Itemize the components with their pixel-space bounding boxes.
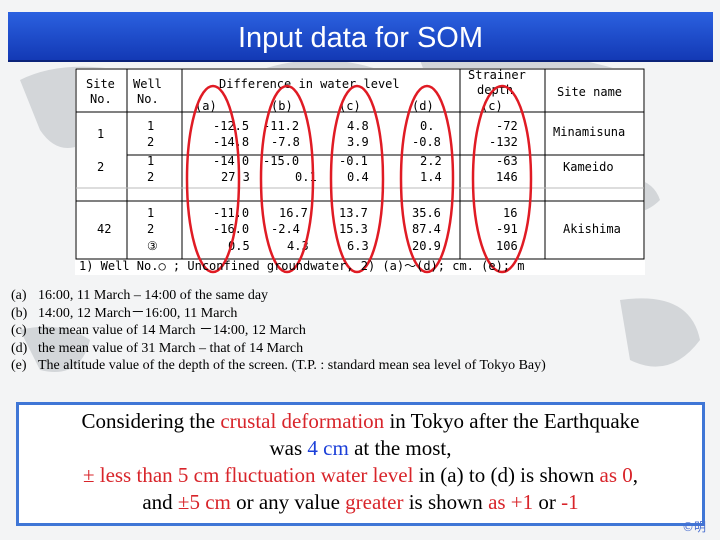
cell-depth: -132 — [489, 135, 518, 149]
note-e: (e) The altitude value of the depth of th… — [11, 358, 546, 374]
cell-a: -11.0 — [213, 206, 249, 220]
cell-site: 42 — [97, 222, 111, 236]
cell-c: 6.3 — [347, 239, 369, 253]
cell-a: -16.0 — [213, 222, 249, 236]
row-1-2: 2 -14.8 -7.8 3.9 -0.8 -132 — [147, 135, 518, 149]
cell-well: 1 — [147, 119, 154, 133]
header-col-a: (a) — [195, 99, 217, 113]
header-site-no: No. — [90, 92, 112, 106]
note-a: (a) 16:00, 11 March – 14:00 of the same d… — [11, 288, 269, 303]
cell-depth: 16 — [503, 206, 517, 220]
conclusion-line-2: was 4 cm at the most, — [269, 436, 452, 460]
note-b: (b) 14:00, 12 March－16:00, 11 March — [11, 305, 238, 321]
cell-b: -15.0 — [263, 154, 299, 168]
header-site-name: Site name — [557, 85, 622, 99]
cell-d: 35.6 — [412, 206, 441, 220]
cell-well: 1 — [147, 154, 154, 168]
cell-c: -0.1 — [339, 154, 368, 168]
cell-well: ③ — [147, 239, 158, 253]
title-bar: Input data for SOM — [8, 12, 713, 62]
cell-b: -11.2 — [263, 119, 299, 133]
cell-site: 2 — [97, 160, 104, 174]
cell-d: 87.4 — [412, 222, 441, 236]
data-table: Site No. Well No. Difference in water le… — [75, 68, 645, 275]
conclusion-line-3: ± less than 5 cm fluctuation water level… — [82, 463, 639, 487]
cell-well: 2 — [147, 135, 154, 149]
cell-b: 0.1 — [295, 170, 317, 184]
cell-well: 2 — [147, 222, 154, 236]
header-site: Site — [86, 77, 115, 91]
cell-d: 2.2 — [420, 154, 442, 168]
cell-site-name: Minamisuna — [553, 125, 625, 139]
cell-a: 0.5 — [228, 239, 250, 253]
header-well: Well — [133, 77, 162, 91]
row-42-3: ③ 0.5 4.3 6.3 20.9 106 — [147, 239, 518, 253]
row-42-2: 42 2 -16.0 -2.4 15.3 87.4 -91 Akishima — [97, 222, 621, 236]
cell-c: 4.8 — [347, 119, 369, 133]
cell-b: -7.8 — [271, 135, 300, 149]
cell-c: 0.4 — [347, 170, 369, 184]
cell-site-name: Akishima — [563, 222, 621, 236]
notes-list: (a) 16:00, 11 March – 14:00 of the same d… — [11, 287, 716, 375]
header-well-no: No. — [137, 92, 159, 106]
slide-title: Input data for SOM — [237, 22, 483, 54]
table-footnote: 1) Well No.○ ; Unconfined groundwater, 2… — [79, 259, 524, 273]
cell-site: 1 — [97, 127, 104, 141]
conclusion-line-1: Considering the crustal deformation in T… — [81, 409, 640, 433]
cell-d: 20.9 — [412, 239, 441, 253]
copyright-mark: ©明 — [681, 520, 706, 534]
cell-depth: 146 — [496, 170, 518, 184]
cell-depth: -72 — [496, 119, 518, 133]
cell-depth: 106 — [496, 239, 518, 253]
row-2-1: 2 1 -14.0 -15.0 -0.1 2.2 -63 Kameido — [97, 154, 614, 174]
cell-a: -14.8 — [213, 135, 249, 149]
cell-c: 15.3 — [339, 222, 368, 236]
cell-d: 1.4 — [420, 170, 442, 184]
conclusion-box: Considering the crustal deformation in T… — [16, 402, 705, 526]
header-strainer: Strainer — [468, 68, 526, 82]
cell-site-name: Kameido — [563, 160, 614, 174]
cell-a: -14.0 — [213, 154, 249, 168]
header-col-b: (b) — [271, 99, 293, 113]
cell-depth: -91 — [496, 222, 518, 236]
header-col-d: (d) — [412, 99, 434, 113]
cell-d: -0.8 — [412, 135, 441, 149]
cell-c: 13.7 — [339, 206, 368, 220]
highlight-ovals — [185, 84, 533, 274]
note-d: (d) the mean value of 31 March – that of … — [11, 340, 304, 356]
row-1-1: 1 1 -12.5 -11.2 4.8 0. -72 Minamisuna — [97, 119, 625, 141]
cell-well: 1 — [147, 206, 154, 220]
header-col-c: (c) — [339, 99, 361, 113]
row-42-1: 1 -11.0 16.7 13.7 35.6 16 — [147, 206, 517, 220]
cell-d: 0. — [420, 119, 434, 133]
conclusion-line-4: and ±5 cm or any value greater is shown … — [142, 490, 579, 514]
note-c: (c) the mean value of 14 March －14:00, 12… — [11, 323, 306, 339]
cell-b: 16.7 — [279, 206, 308, 220]
cell-c: 3.9 — [347, 135, 369, 149]
cell-a: -12.5 — [213, 119, 249, 133]
row-2-2: 2 27.3 0.1 0.4 1.4 146 — [147, 170, 518, 184]
cell-depth: -63 — [496, 154, 518, 168]
header-difference: Difference in water level — [219, 77, 400, 91]
cell-b: -2.4 — [271, 222, 300, 236]
cell-a: 27.3 — [221, 170, 250, 184]
cell-well: 2 — [147, 170, 154, 184]
